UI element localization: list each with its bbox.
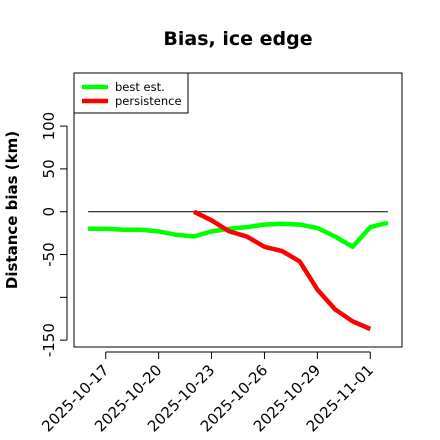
y-tick-label: 50 — [40, 159, 58, 178]
y-tick-label: -150 — [40, 323, 58, 357]
series-layer — [88, 209, 389, 332]
y-tick-label: 100 — [40, 112, 58, 141]
series-line-persistence — [192, 209, 372, 332]
legend-label: best est. — [115, 80, 165, 94]
chart-title: Bias, ice edge — [163, 28, 312, 50]
y-tick-label: 0 — [40, 207, 58, 217]
y-axis-label: Distance bias (km) — [3, 131, 21, 289]
x-axis: 2025-10-172025-10-202025-10-232025-10-26… — [38, 351, 377, 435]
legend: best est.persistence — [73, 72, 189, 114]
series-line-best-est- — [88, 220, 389, 250]
plot-frame — [73, 72, 403, 348]
y-axis: -150 -50 0 50 100 — [40, 112, 68, 357]
legend-box — [73, 72, 189, 114]
legend-label: persistence — [115, 94, 182, 108]
y-tick-label: -50 — [40, 242, 58, 267]
